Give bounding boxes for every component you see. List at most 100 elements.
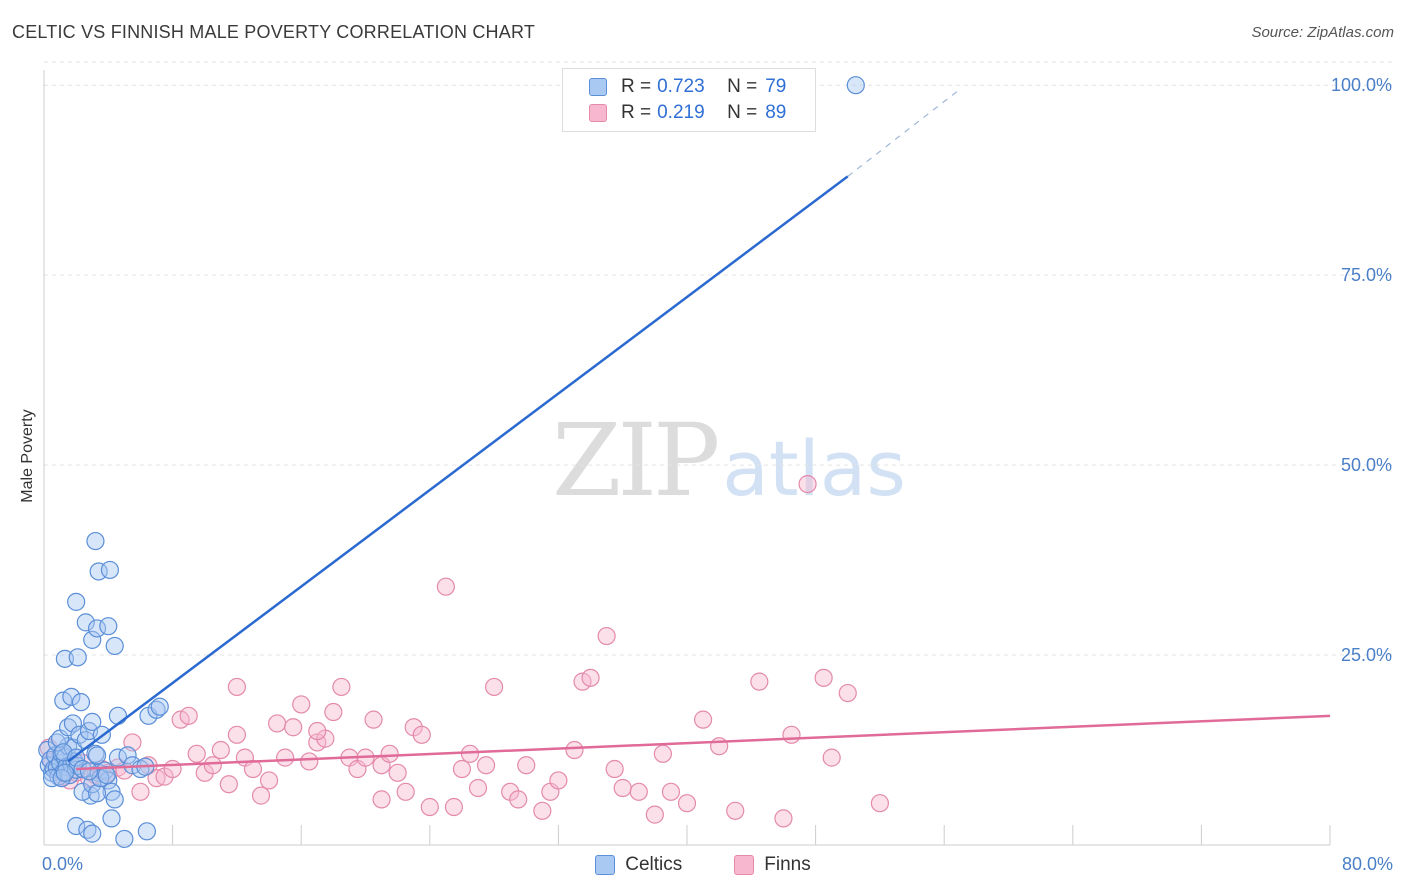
finns-point-55 xyxy=(468,778,488,798)
celtics-point-39 xyxy=(108,706,128,725)
finns-point-47 xyxy=(396,782,415,801)
finns-point-46 xyxy=(388,763,407,782)
legend-n-label: N = xyxy=(727,102,758,123)
tick-labels: 25.0% 50.0% 75.0% 100.0% 0.0% 80.0% xyxy=(42,75,1393,874)
legend-label-celtics: Celtics xyxy=(625,854,683,875)
legend-swatch-celtics xyxy=(595,855,616,875)
finns-point-30 xyxy=(259,771,279,790)
chart-title: CELTIC VS FINNISH MALE POVERTY CORRELATI… xyxy=(12,22,536,42)
x-tick-label-0: 0.0% xyxy=(42,854,83,874)
celtics-point-45 xyxy=(67,592,86,611)
finns-point-70 xyxy=(653,744,672,763)
finns-point-72 xyxy=(677,794,697,813)
celtics-point-67 xyxy=(67,816,86,836)
x-tick-label-80: 80.0% xyxy=(1342,854,1393,874)
source-credit: Source: ZipAtlas.com xyxy=(1251,24,1394,41)
legend-r-label: R = xyxy=(621,102,652,123)
finns-point-52 xyxy=(444,797,464,817)
finns-point-33 xyxy=(284,718,303,737)
finns-point-51 xyxy=(436,577,455,596)
finns-point-88 xyxy=(308,721,327,741)
finns-point-38 xyxy=(324,702,343,722)
legend-label-finns: Finns xyxy=(764,854,811,875)
finns-point-49 xyxy=(412,725,431,744)
celtics-point-75 xyxy=(52,769,71,788)
finns-point-82 xyxy=(838,683,857,703)
celtics-point-60 xyxy=(118,746,137,765)
finns-point-67 xyxy=(613,778,632,798)
finns-point-34 xyxy=(292,695,311,714)
finns-point-45 xyxy=(380,744,399,763)
legend-swatch-celtics xyxy=(589,78,607,96)
celtics-point-25 xyxy=(63,714,83,733)
celtics-point-47 xyxy=(83,630,102,649)
finns-points xyxy=(39,474,890,828)
legend-n-finns: 89 xyxy=(765,102,787,123)
finns-point-83 xyxy=(870,794,890,813)
finns-point-69 xyxy=(645,805,664,824)
y-tick-label-100: 100.0% xyxy=(1331,75,1392,95)
celtics-point-55 xyxy=(73,782,92,801)
celtics-point-69 xyxy=(83,824,102,843)
grid-layer xyxy=(44,61,1395,656)
finns-point-50 xyxy=(420,797,439,817)
finns-point-75 xyxy=(726,801,745,820)
celtics-point-31 xyxy=(83,712,102,732)
finns-point-79 xyxy=(798,474,817,494)
celtics-point-78 xyxy=(846,76,865,95)
finns-point-65 xyxy=(581,668,600,687)
celtics-point-72 xyxy=(137,822,156,841)
y-tick-label-25: 25.0% xyxy=(1341,645,1392,665)
celtics-point-46 xyxy=(76,613,95,632)
legend-r-label: R = xyxy=(621,76,652,97)
finns-point-14 xyxy=(131,782,150,801)
celtics-point-49 xyxy=(99,617,118,636)
finns-point-26 xyxy=(227,677,246,697)
celtics-point-66 xyxy=(150,697,169,716)
trendlines xyxy=(67,88,1331,771)
legend-item-finns[interactable]: Finns xyxy=(734,854,811,876)
finns-point-77 xyxy=(774,809,793,828)
finns-point-54 xyxy=(460,744,480,763)
y-tick-label-50: 50.0% xyxy=(1341,455,1392,475)
finns-point-29 xyxy=(251,786,271,805)
finns-trendline xyxy=(76,714,1331,771)
finns-point-87 xyxy=(605,759,624,779)
celtics-point-73 xyxy=(87,746,107,765)
finns-point-78 xyxy=(782,725,801,744)
finns-point-28 xyxy=(243,759,263,779)
finns-point-85 xyxy=(372,790,391,809)
finns-point-71 xyxy=(661,782,681,801)
legend-swatch-finns xyxy=(734,855,755,875)
celtics-point-41 xyxy=(62,687,81,706)
celtics-point-53 xyxy=(100,560,120,580)
finns-point-20 xyxy=(179,706,198,725)
finns-point-60 xyxy=(533,801,552,820)
finns-point-25 xyxy=(219,775,238,794)
legend-r-finns: 0.219 xyxy=(657,102,705,123)
y-tick-label-75: 75.0% xyxy=(1341,265,1392,285)
celtics-point-44 xyxy=(68,648,87,667)
legend-item-celtics[interactable]: Celtics xyxy=(595,854,682,876)
legend-n-celtics: 79 xyxy=(765,76,787,97)
celtics-points xyxy=(38,76,865,849)
finns-point-32 xyxy=(276,748,295,767)
watermark-zip: ZIP xyxy=(552,402,720,519)
celtics-point-48 xyxy=(87,619,107,638)
finns-point-43 xyxy=(364,710,383,729)
celtics-point-42 xyxy=(71,693,91,712)
celtics-point-57 xyxy=(87,784,107,803)
legend-row-celtics: R = 0.723 N = 79 xyxy=(589,75,786,99)
celtics-point-50 xyxy=(105,636,124,656)
finns-point-66 xyxy=(597,626,616,646)
celtics-point-76 xyxy=(55,763,74,782)
finns-point-84 xyxy=(227,725,246,744)
finns-point-62 xyxy=(549,771,568,790)
finns-point-21 xyxy=(187,744,206,763)
celtics-point-51 xyxy=(86,531,105,551)
finns-point-76 xyxy=(750,672,769,691)
finns-point-56 xyxy=(485,677,504,697)
legend-swatch-finns xyxy=(589,104,607,122)
celtics-point-62 xyxy=(131,759,150,779)
